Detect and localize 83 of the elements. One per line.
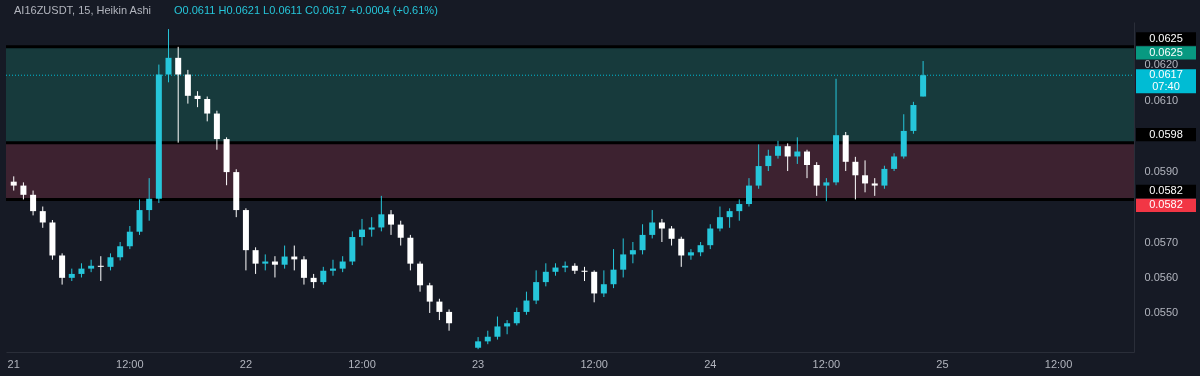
x-tick-label: 12:00 xyxy=(580,357,608,370)
candlestick xyxy=(204,96,211,122)
y-tick-label: 0.0610 xyxy=(1144,93,1179,106)
x-tick-label: 24 xyxy=(704,357,717,370)
candlestick xyxy=(813,161,820,197)
candlestick xyxy=(784,142,791,172)
x-tick-label: 25 xyxy=(936,357,949,370)
candlestick xyxy=(610,248,617,289)
candlestick xyxy=(678,236,685,268)
candlestick xyxy=(862,159,869,193)
x-tick-label: 23 xyxy=(471,357,485,370)
ref-line-label: 0.0598 xyxy=(1149,127,1183,140)
candlestick xyxy=(591,269,598,303)
candlestick xyxy=(388,209,395,236)
band-label: 0.0582 xyxy=(1149,198,1183,211)
candlestick xyxy=(426,282,433,314)
candlestick xyxy=(446,308,453,332)
y-tick-label: 0.0590 xyxy=(1144,164,1179,177)
candlestick xyxy=(281,245,288,270)
x-tick-label: 12:00 xyxy=(812,357,841,370)
band-label: 0.0625 xyxy=(1149,45,1183,58)
candlestick xyxy=(620,237,627,278)
candlestick xyxy=(765,149,772,172)
x-tick-label: 22 xyxy=(239,357,253,370)
ref-line-label: 0.0617 07:40 xyxy=(1149,68,1183,93)
candlestick xyxy=(600,269,607,298)
x-tick-label: 12:00 xyxy=(1044,357,1073,370)
candlestick xyxy=(165,28,172,83)
candlestick xyxy=(707,223,714,250)
candlestick xyxy=(658,218,665,243)
candlestick xyxy=(88,259,95,273)
candlestick xyxy=(823,177,830,202)
x-tick-label: 12:00 xyxy=(348,357,376,370)
candlestick xyxy=(755,143,762,190)
candlestick xyxy=(629,241,636,264)
candlestick xyxy=(329,259,336,277)
candlestick xyxy=(359,218,366,247)
candlestick xyxy=(436,298,443,321)
y-tick-label: 0.0550 xyxy=(1144,306,1179,319)
candlestick xyxy=(175,46,182,144)
candlestick xyxy=(745,177,752,208)
candlestick xyxy=(716,206,723,232)
candlestick xyxy=(533,269,540,305)
candlestick xyxy=(736,198,743,222)
candlestick xyxy=(852,156,859,200)
candlestick xyxy=(126,225,133,250)
y-tick-label: 0.0570 xyxy=(1144,235,1179,248)
chart-title: AI16ZUSDT, 15, Heikin Ashi xyxy=(14,4,151,16)
candlestick xyxy=(581,266,588,282)
candlestick xyxy=(504,319,511,335)
candlestick xyxy=(97,255,104,282)
y-tick-label: 0.0560 xyxy=(1144,270,1179,283)
candlestick xyxy=(639,223,646,255)
candlestick xyxy=(300,255,307,286)
candlestick xyxy=(368,216,375,238)
ref-line-label: 0.0625 xyxy=(1149,31,1183,44)
chart-subtitle: O0.0611 H0.0621 L0.0611 C0.0617 +0.0004 (+0.61%) xyxy=(174,4,438,16)
candlestick xyxy=(668,225,675,247)
candlestick xyxy=(687,248,694,261)
candlestick xyxy=(378,195,385,232)
candlestick xyxy=(39,206,46,229)
candlestick xyxy=(417,261,424,293)
candlestick xyxy=(146,177,153,222)
candlestick xyxy=(726,207,733,229)
candlestick xyxy=(494,316,501,341)
candlestick xyxy=(59,252,66,286)
x-tick-label: 12:00 xyxy=(116,357,144,370)
candlestick xyxy=(523,291,530,316)
candlestick xyxy=(184,69,191,105)
candlestick xyxy=(542,262,549,287)
candlestick xyxy=(649,209,656,239)
candlestick xyxy=(252,246,259,275)
candlestick xyxy=(271,255,278,278)
ref-line-label: 0.0582 xyxy=(1149,184,1183,197)
candlestick xyxy=(920,60,927,98)
candlestick xyxy=(397,220,404,247)
x-tick-label: 21 xyxy=(7,357,20,370)
y-tick-label: 0.0620 xyxy=(1144,58,1179,71)
candlestick xyxy=(117,241,124,261)
candlestick xyxy=(30,190,37,216)
candlestick xyxy=(804,149,811,179)
candlestick xyxy=(136,198,143,236)
candlestick xyxy=(881,165,888,190)
